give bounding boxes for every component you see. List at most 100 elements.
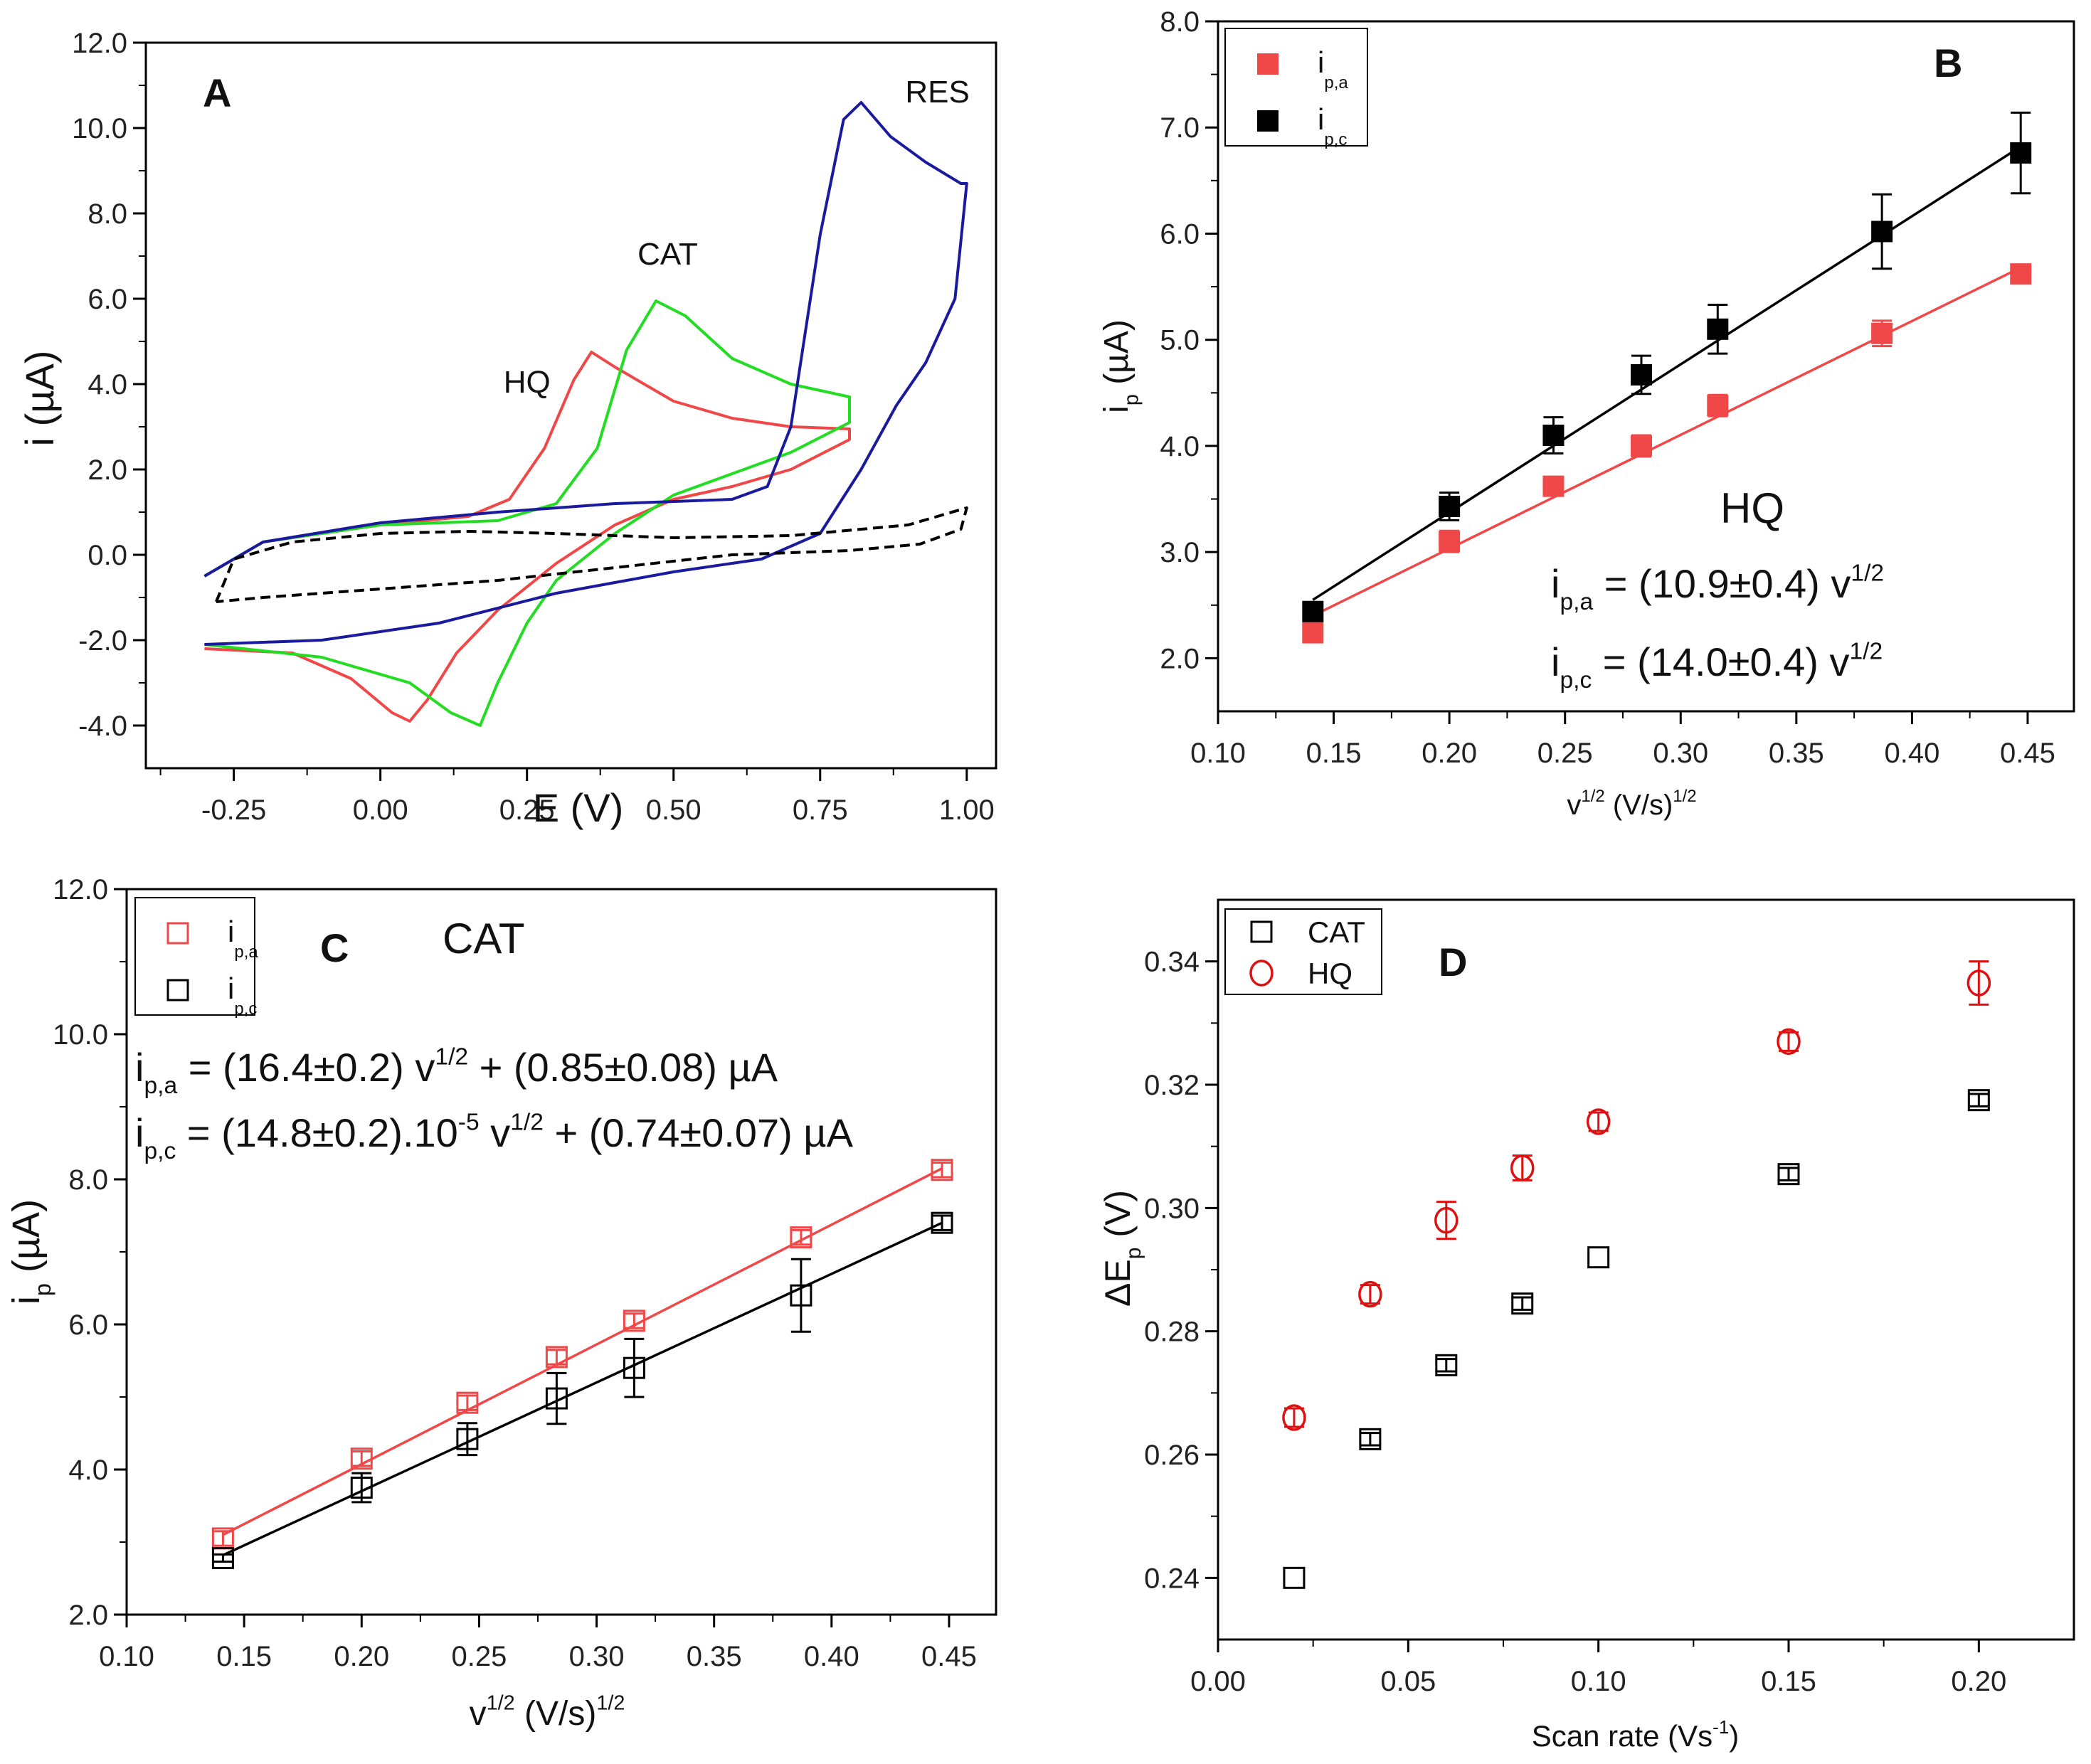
curve-label-cat: CAT: [637, 237, 698, 272]
x-axis-label: Scan rate (Vs-1): [1532, 1716, 1740, 1753]
x-tick-label: 0.40: [804, 1641, 859, 1672]
eq-base: i: [135, 1045, 144, 1090]
y-axis-label: ip (µA): [1098, 319, 1143, 413]
y-label-sub: p: [1120, 394, 1143, 405]
eq-rest2: v: [480, 1110, 511, 1155]
x-tick-label: 0.40: [1884, 738, 1939, 769]
fit-equation: ip,a = (10.9±0.4) v1/2: [1551, 560, 1884, 615]
data-point-ipa: [2010, 263, 2032, 285]
y-label-base: i: [1098, 405, 1136, 413]
panel-title: HQ: [1720, 484, 1784, 532]
eq-sub: p,c: [144, 1138, 176, 1164]
eq-tail: + (0.74±0.07) µA: [544, 1110, 854, 1155]
data-point-ipc: [1871, 220, 1893, 243]
data-point-ipc: [623, 1356, 645, 1379]
fit-line-ipa: [222, 1167, 943, 1536]
x-tick-label: 0.50: [646, 795, 702, 826]
data-point-ipc: [1630, 363, 1652, 386]
eq-sup: 1/2: [435, 1043, 468, 1070]
legend-marker: [166, 922, 189, 945]
data-point-ipc: [1542, 425, 1565, 446]
x-axis-label: v1/2 (V/s)1/2: [470, 1691, 625, 1733]
y-label-units: (µA): [1098, 319, 1136, 394]
data-point-cat: [1359, 1428, 1382, 1450]
y-tick-label: 0.0: [88, 540, 127, 571]
legend-label: ip,a: [228, 915, 258, 962]
data-point-ipc: [1707, 318, 1729, 340]
x-label-units: (V/s): [515, 1695, 597, 1733]
legend-label-base: i: [1318, 102, 1324, 136]
data-point-ipc: [790, 1284, 812, 1307]
y-tick-label: 12.0: [53, 874, 108, 905]
data-point-cat: [1777, 1163, 1800, 1186]
chart-panel-b: 0.10 0.15 0.20 0.25 0.30 0.35 0.40 0.45 2.0 3.0 4.…: [1098, 6, 2075, 821]
y-tick-label: 5.0: [1160, 325, 1200, 356]
y-tick-label: 2.0: [88, 455, 127, 486]
curve-label-res: RES: [905, 75, 969, 110]
x-tick-label: 0.45: [2000, 738, 2055, 769]
x-tick-label: 0.75: [793, 795, 848, 826]
x-axis-label: E (V): [533, 785, 624, 830]
y-tick-label: 0.32: [1144, 1070, 1200, 1101]
x-label-sup: 1/2: [487, 1691, 515, 1714]
legend-label-base: i: [228, 972, 234, 1005]
fit-line-ipc: [1312, 145, 2022, 601]
x-tick-label: 0.15: [1761, 1666, 1816, 1697]
x-label-units: (V/s): [1605, 790, 1673, 821]
legend-marker: [166, 979, 189, 1001]
data-point-ipa: [456, 1391, 479, 1414]
x-tick-label: 1.00: [939, 795, 995, 826]
y-tick-label: 10.0: [53, 1019, 108, 1051]
legend: ip,aip,c: [134, 897, 258, 1019]
y-tick-label: 0.26: [1144, 1440, 1200, 1471]
y-label-base: i: [5, 1296, 48, 1305]
y-tick-label: 4.0: [68, 1455, 108, 1486]
x-tick-label: 0.00: [353, 795, 408, 826]
fit-equation: ip,c = (14.0±0.4) v1/2: [1551, 638, 1883, 693]
x-label-units-sup: 1/2: [1673, 787, 1696, 806]
x-tick-label: 0.35: [1769, 738, 1824, 769]
data-point-ipa: [1630, 435, 1652, 457]
cv-curve-hq: [203, 351, 851, 723]
x-tick-label: 0.45: [921, 1641, 977, 1672]
y-tick-label: 7.0: [1160, 112, 1200, 144]
data-point-hq: [1358, 1280, 1382, 1308]
eq-rest: = (14.0±0.4) v: [1592, 639, 1849, 684]
x-tick-label: 0.20: [334, 1641, 389, 1672]
panel-title: CAT: [443, 915, 525, 962]
cv-curve-blank: [215, 506, 968, 603]
y-label-units: (V): [1098, 1190, 1138, 1248]
chart-panel-a: -0.25 0.00 0.25 0.50 0.75 1.00 -4.0 -2.0 0.0 2.0 4…: [17, 28, 997, 830]
data-point-ipa: [1542, 475, 1565, 497]
legend: ip,a ip,c: [1224, 28, 1368, 149]
y-label-sub: p: [30, 1283, 55, 1296]
fit-equation: ip,a = (16.4±0.2) v1/2 + (0.85±0.08) µA: [135, 1043, 778, 1098]
curve-label-hq: HQ: [504, 365, 551, 400]
legend-label: ip,c: [1318, 102, 1347, 149]
legend-label-base: i: [228, 915, 234, 948]
eq-sup2: 1/2: [510, 1109, 544, 1135]
y-label-units: (µA): [5, 1199, 48, 1283]
eq-sup: 1/2: [1850, 638, 1883, 664]
legend-marker: [1257, 110, 1279, 132]
y-tick-label: 6.0: [68, 1309, 108, 1341]
data-point-ipa: [1707, 395, 1729, 417]
legend-label-sub: p,c: [234, 999, 257, 1019]
data-point-ipa: [623, 1309, 645, 1332]
eq-rest: = (14.8±0.2).10: [176, 1110, 458, 1155]
legend-marker: [1249, 960, 1274, 987]
y-tick-label: 0.34: [1144, 947, 1200, 978]
eq-sub: p,c: [1560, 667, 1592, 694]
legend-label-sub: p,a: [234, 942, 258, 962]
x-tick-label: 0.00: [1190, 1666, 1246, 1697]
x-label-sup: -1: [1712, 1716, 1729, 1738]
y-label-sub: p: [1122, 1248, 1145, 1260]
y-axis-label: i (µA): [17, 351, 62, 447]
legend-label-sub: p,a: [1324, 73, 1348, 92]
data-point-ipc: [931, 1211, 953, 1234]
eq-rest: = (16.4±0.2) v: [177, 1045, 435, 1090]
eq-base: i: [1551, 561, 1560, 606]
eq-base: i: [135, 1110, 144, 1155]
legend-label-base: i: [1318, 46, 1324, 79]
y-tick-label: 4.0: [88, 369, 127, 400]
